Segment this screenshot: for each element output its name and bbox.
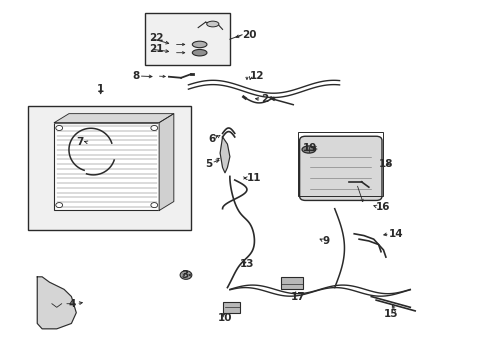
Bar [54, 123, 159, 211]
Text: 1: 1 [97, 84, 104, 94]
Ellipse shape [192, 49, 206, 56]
Text: 22: 22 [149, 33, 163, 43]
Text: 9: 9 [322, 236, 329, 246]
Circle shape [56, 126, 62, 131]
Circle shape [151, 126, 158, 131]
Bar [222, 302, 239, 313]
Text: 2: 2 [261, 94, 268, 104]
Ellipse shape [302, 146, 315, 153]
Polygon shape [220, 137, 229, 173]
Text: 17: 17 [290, 292, 305, 302]
Text: 14: 14 [387, 229, 402, 239]
Polygon shape [54, 114, 173, 123]
Text: 16: 16 [375, 202, 390, 212]
FancyBboxPatch shape [299, 136, 381, 201]
Ellipse shape [206, 21, 219, 27]
Polygon shape [159, 114, 173, 211]
Text: 5: 5 [205, 159, 212, 169]
Circle shape [56, 203, 62, 208]
Polygon shape [37, 277, 76, 329]
Text: 18: 18 [378, 159, 392, 169]
Text: 21: 21 [149, 44, 163, 54]
Bar [281, 277, 303, 289]
Text: 10: 10 [217, 313, 232, 323]
Circle shape [151, 203, 158, 208]
Text: 6: 6 [207, 134, 215, 144]
Text: 12: 12 [249, 71, 264, 81]
Bar [27, 107, 190, 230]
Text: 7: 7 [76, 138, 83, 147]
Text: 3: 3 [181, 270, 188, 280]
Text: 15: 15 [383, 310, 397, 319]
Bar [298, 132, 383, 196]
Ellipse shape [192, 41, 206, 48]
Circle shape [180, 271, 191, 279]
Text: 8: 8 [132, 71, 140, 81]
Text: 13: 13 [239, 259, 254, 269]
Text: 20: 20 [242, 30, 256, 40]
Text: 11: 11 [246, 173, 261, 183]
Text: 4: 4 [69, 299, 76, 309]
Bar [144, 13, 229, 65]
Text: 19: 19 [303, 143, 317, 153]
